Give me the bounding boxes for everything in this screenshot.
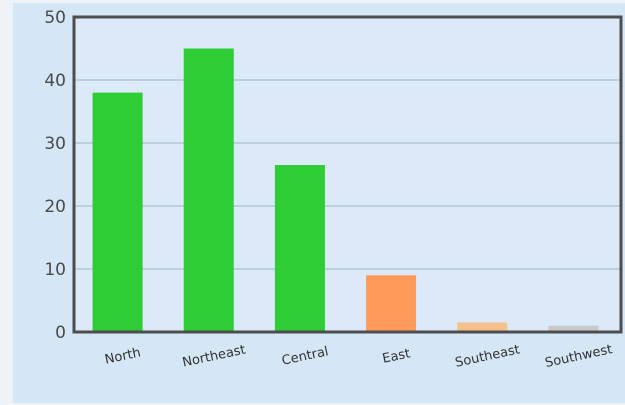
y-tick-label: 20	[44, 197, 66, 217]
x-label-southwest: Southwest	[544, 342, 614, 371]
y-tick-label: 50	[44, 8, 66, 28]
plot-border	[72, 15, 623, 334]
plot-area	[74, 17, 621, 332]
x-axis-labels: North Northeast Central East Southeast Southw…	[104, 342, 614, 371]
x-label-southeast: Southeast	[454, 342, 521, 370]
x-label-northeast: Northeast	[181, 343, 247, 371]
x-label-central: Central	[280, 344, 329, 369]
y-tick-label: 10	[44, 260, 66, 280]
bar-southeast[interactable]	[457, 322, 508, 332]
x-label-east: East	[381, 346, 412, 367]
bar-southwest[interactable]	[548, 325, 599, 332]
bars	[92, 48, 599, 333]
y-axis-ticks: 0 10 20 30 40 50	[44, 8, 66, 343]
x-label-north: North	[104, 345, 143, 367]
bar-east[interactable]	[366, 275, 417, 332]
bar-northeast[interactable]	[183, 48, 234, 333]
y-tick-label: 40	[44, 71, 66, 91]
y-tick-label: 0	[55, 323, 66, 343]
bar-central[interactable]	[274, 165, 325, 332]
y-tick-label: 30	[44, 134, 66, 154]
bar-north[interactable]	[92, 92, 143, 332]
gridlines	[74, 79, 621, 270]
